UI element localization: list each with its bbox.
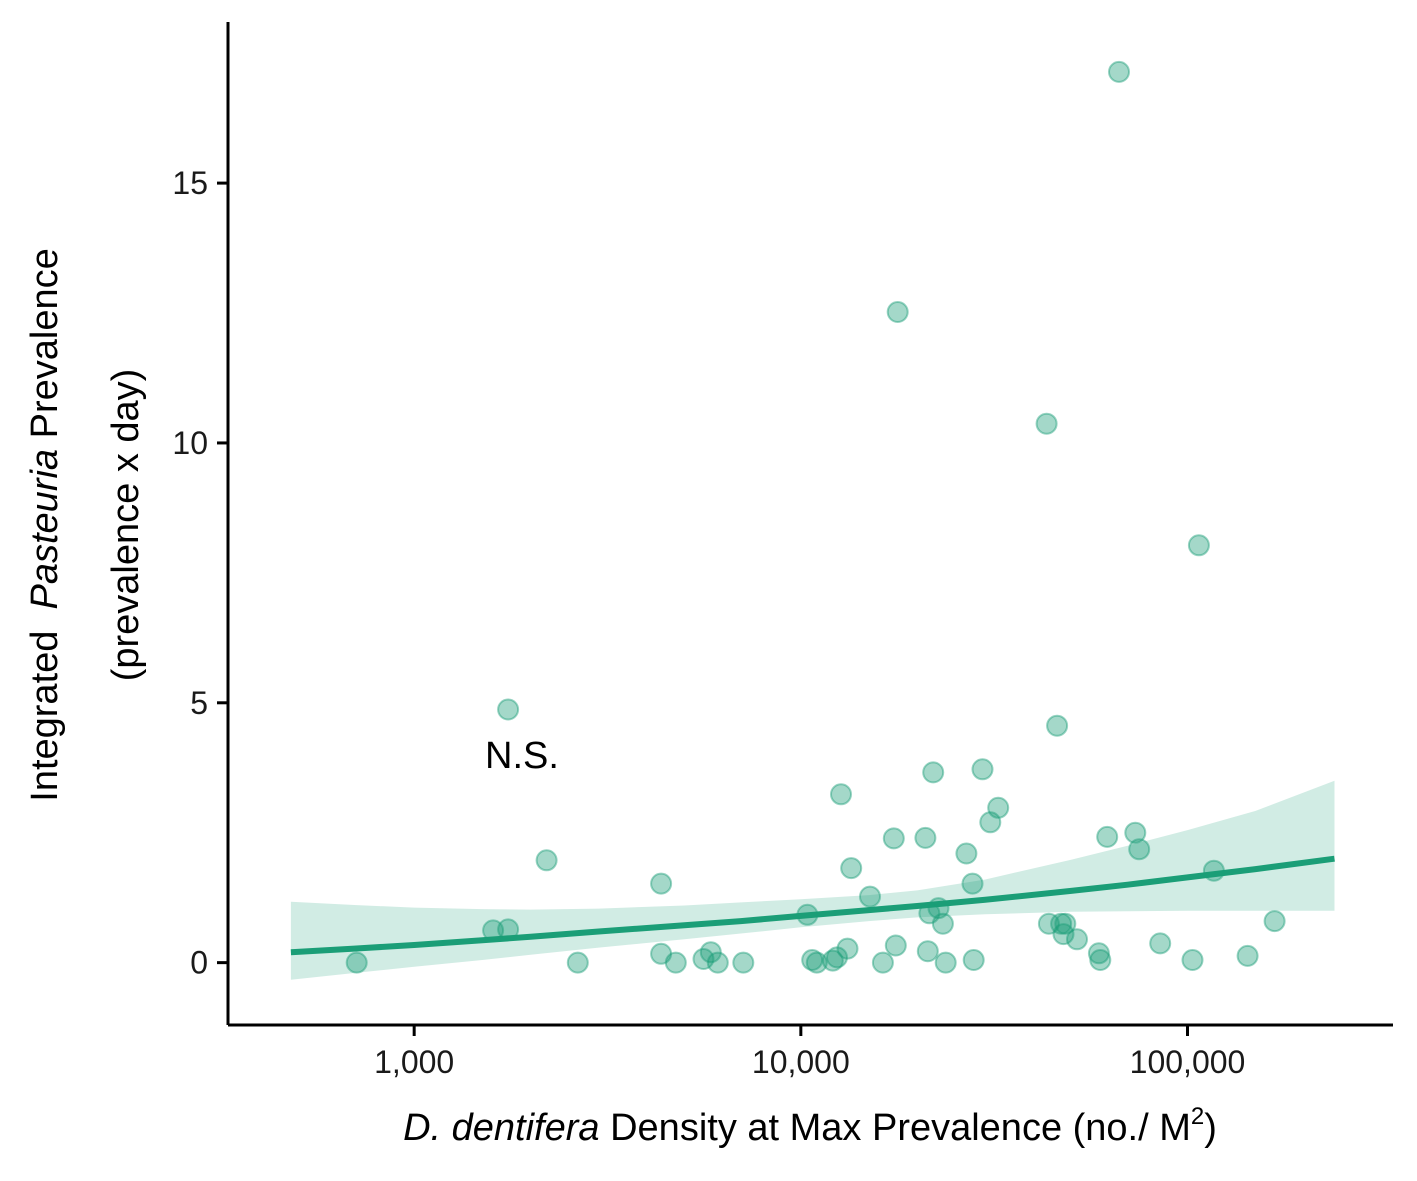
annotation-ns: N.S.: [485, 735, 559, 777]
data-point: [1108, 60, 1130, 83]
data-point: [1037, 912, 1060, 935]
x-axis-title: D. dentifera Density at Max Prevalence (…: [403, 1103, 1217, 1149]
data-point: [830, 783, 852, 806]
data-point: [882, 827, 905, 850]
x-ticks-layer: 1,000 10,000 100,000: [374, 1025, 1245, 1080]
y-tick-label: 10: [172, 425, 208, 461]
data-point: [1052, 923, 1075, 946]
data-point: [1050, 912, 1073, 935]
data-point: [1202, 859, 1225, 882]
data-point: [664, 951, 687, 974]
data-point: [1046, 714, 1069, 737]
data-point: [884, 934, 907, 957]
data-point: [732, 951, 755, 974]
data-point: [934, 951, 957, 974]
data-point: [962, 949, 985, 971]
y-axis-title-line2: (prevalence x day): [105, 369, 147, 682]
y-tick-label: 15: [172, 165, 208, 201]
data-point: [916, 940, 939, 963]
data-point: [971, 758, 994, 781]
data-point: [871, 951, 894, 974]
data-point: [1066, 928, 1088, 951]
y-axis-title-suffix: Prevalence: [24, 248, 66, 449]
x-tick-label: 10,000: [752, 1044, 850, 1080]
data-point: [1035, 412, 1058, 435]
data-point: [692, 948, 715, 970]
axes-layer: [226, 22, 1393, 1027]
data-point: [840, 857, 863, 880]
data-point: [1124, 821, 1147, 844]
data-point: [535, 849, 558, 872]
data-point: [566, 951, 589, 974]
data-point: [482, 919, 505, 942]
data-point: [345, 951, 368, 974]
data-point: [650, 942, 673, 965]
data-point: [1149, 932, 1172, 955]
data-point: [699, 941, 722, 964]
x-tick-label: 100,000: [1130, 1044, 1246, 1080]
data-point: [1089, 949, 1112, 971]
data-point: [497, 698, 520, 721]
x-axis-title-italic: D. dentifera: [403, 1107, 599, 1149]
data-point: [1236, 944, 1259, 967]
data-point: [836, 937, 859, 960]
data-point: [796, 903, 819, 926]
x-axis-title-text: Density at Max Prevalence (no./ M: [600, 1107, 1191, 1149]
data-point: [650, 872, 673, 895]
x-axis-title-close: ): [1204, 1107, 1217, 1149]
data-point: [859, 885, 881, 908]
data-point: [1054, 912, 1077, 935]
data-point: [1096, 825, 1119, 848]
y-tick-label: 5: [190, 685, 208, 721]
data-point: [1187, 534, 1210, 557]
data-point: [1263, 910, 1286, 933]
x-axis-title-superscript: 2: [1191, 1103, 1204, 1130]
fit-line-layer: [290, 855, 1335, 956]
data-point: [805, 951, 828, 974]
data-point: [931, 912, 954, 935]
y-axis-title-line1: Integrated Pasteuria Prevalence: [24, 248, 66, 801]
y-axis-title-prefix: Integrated: [24, 609, 66, 801]
fit-line: [290, 855, 1335, 956]
data-point: [914, 826, 937, 849]
data-point: [979, 811, 1002, 834]
y-tick-label: 0: [190, 945, 208, 981]
data-point: [1128, 838, 1151, 861]
confidence-band-layer: [290, 780, 1335, 980]
data-point: [706, 951, 729, 974]
y-ticks-layer: 0 5 10 15: [172, 165, 228, 981]
data-point: [961, 872, 984, 895]
data-point: [886, 301, 909, 323]
data-point: [927, 897, 950, 920]
data-point: [1181, 949, 1204, 971]
data-point: [987, 796, 1010, 819]
data-point: [826, 946, 848, 969]
x-tick-label: 1,000: [374, 1044, 454, 1080]
y-axis-title-italic: Pasteuria: [24, 449, 66, 610]
confidence-band: [290, 780, 1335, 980]
data-point: [497, 918, 520, 941]
data-point: [922, 761, 945, 784]
data-points-layer: [345, 60, 1286, 974]
data-point: [918, 902, 941, 925]
data-point: [1087, 942, 1110, 965]
data-point: [821, 949, 844, 972]
data-point: [801, 949, 824, 971]
data-point: [955, 842, 978, 865]
